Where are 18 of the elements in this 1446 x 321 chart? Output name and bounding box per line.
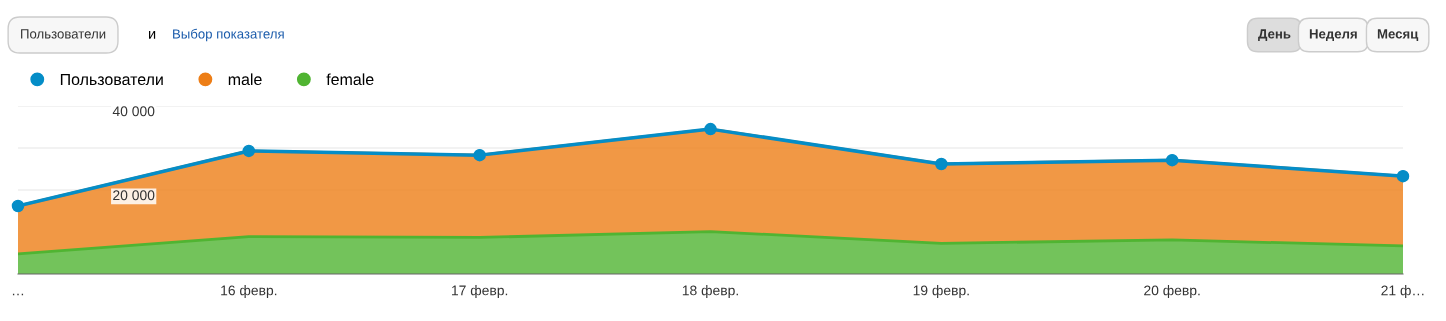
y-tick-label: 20 000: [113, 190, 155, 201]
x-tick-label: 16 февр.: [221, 285, 277, 299]
text: День: [1258, 29, 1291, 42]
x-tick-label: 18 февр.: [682, 285, 738, 299]
legend-label: male: [228, 73, 262, 86]
x-tick-label: 19 февр.: [913, 285, 969, 299]
x-tick-label: 21 ф…: [1381, 285, 1424, 299]
x-tick-label: …: [12, 293, 24, 296]
legend-label: Пользователи: [60, 73, 163, 86]
text: Выбор показателя: [173, 28, 284, 42]
y-tick-label: 40 000: [112, 106, 155, 117]
x-tick-label: 20 февр.: [1144, 285, 1200, 299]
legend-label: female: [326, 73, 374, 86]
x-tick-label: 17 февр.: [452, 285, 508, 299]
text: Пользователи: [21, 29, 106, 39]
text: Неделя: [1309, 29, 1357, 42]
text: и: [149, 31, 156, 39]
text: Месяц: [1377, 29, 1419, 42]
